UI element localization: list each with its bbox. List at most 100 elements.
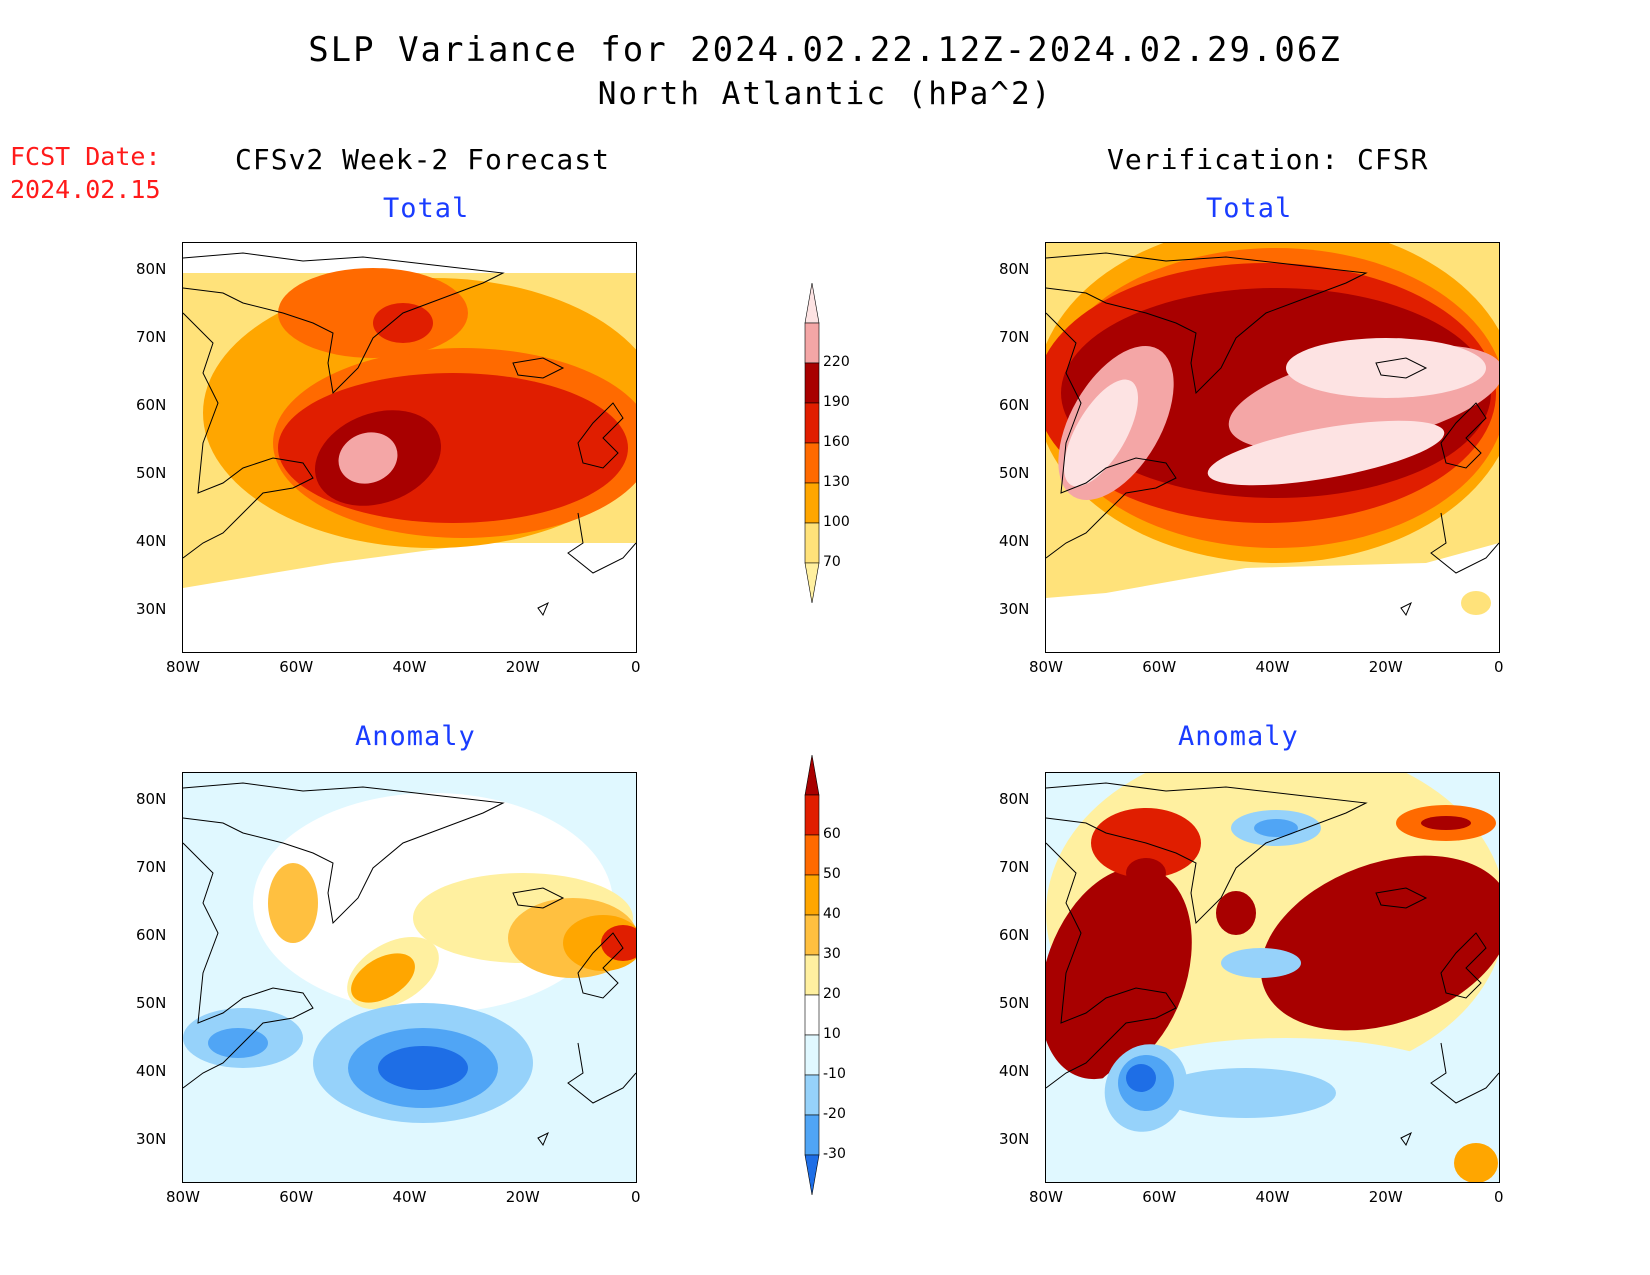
- lat-tick-label: 80N: [136, 260, 167, 278]
- lat-tick-label: 70N: [999, 328, 1030, 346]
- anomaly-colorbar-swatch: [804, 794, 820, 836]
- lat-tick-label: 60N: [999, 926, 1030, 944]
- anomaly-colorbar-swatch: [804, 914, 820, 956]
- fcst-date-block: FCST Date: 2024.02.15: [10, 140, 161, 206]
- lon-tick-label: 0: [631, 658, 641, 676]
- lon-tick-label: 80W: [1029, 1188, 1063, 1206]
- lat-tick-label: 80N: [136, 790, 167, 808]
- lat-tick-label: 60N: [999, 396, 1030, 414]
- anomaly-colorbar-level-label: -30: [823, 1146, 846, 1162]
- lat-tick-label: 70N: [136, 328, 167, 346]
- main-subtitle: North Atlantic (hPa^2): [597, 76, 1053, 112]
- lat-tick-label: 50N: [136, 994, 167, 1012]
- lon-tick-label: 20W: [505, 658, 540, 676]
- verification-anomaly-shading: [1046, 773, 1499, 1182]
- total-colorbar-swatch: [804, 402, 820, 444]
- forecast-anomaly-contour-7: [351, 953, 415, 1003]
- anomaly-colorbar: [804, 755, 820, 1196]
- lon-tick-label: 0: [1494, 658, 1504, 676]
- anomaly-colorbar-level-label: 40: [823, 906, 841, 922]
- verification-total-contour-8: [1207, 420, 1445, 486]
- lon-tick-label: 60W: [1142, 1188, 1177, 1206]
- total-colorbar-level-label: 100: [823, 514, 850, 530]
- lat-tick-label: 80N: [999, 790, 1030, 808]
- anomaly-colorbar-swatch: [804, 994, 820, 1036]
- fcst-date-label: FCST Date:: [10, 142, 161, 171]
- total-colorbar-level-label: 220: [823, 354, 850, 370]
- anomaly-colorbar-level-label: -20: [823, 1106, 846, 1122]
- forecast-anomaly-shading: [183, 773, 636, 1182]
- lon-tick-label: 20W: [505, 1188, 540, 1206]
- forecast-total-coastline: [183, 252, 636, 617]
- total-colorbar-swatch: [804, 442, 820, 484]
- lat-tick-label: 40N: [999, 1062, 1030, 1080]
- anomaly-colorbar-swatch: [804, 1034, 820, 1076]
- lon-tick-label: 60W: [279, 1188, 314, 1206]
- verification-anomaly-contour-17: [1454, 1143, 1498, 1182]
- map-verification-total: [1045, 242, 1500, 653]
- forecast-total-contour-5: [373, 303, 433, 343]
- forecast-column-header: CFSv2 Week-2 Forecast: [235, 143, 611, 176]
- verification-anomaly-contour-10: [1254, 819, 1298, 837]
- verification-total-contour-7: [1286, 338, 1486, 398]
- anomaly-colorbar-level-label: 50: [823, 866, 841, 882]
- lon-tick-label: 80W: [166, 1188, 200, 1206]
- verification-column-header: Verification: CFSR: [1107, 143, 1429, 176]
- lat-tick-label: 70N: [999, 858, 1030, 876]
- lat-tick-label: 30N: [136, 600, 167, 618]
- total-colorbar-swatch: [804, 482, 820, 524]
- lat-tick-label: 50N: [136, 464, 167, 482]
- total-colorbar-cap-top: [804, 283, 820, 324]
- total-colorbar-level-label: 160: [823, 434, 850, 450]
- anomaly-colorbar-swatch: [804, 874, 820, 916]
- lon-tick-label: 40W: [392, 1188, 427, 1206]
- forecast-anomaly-contour-11: [378, 1046, 468, 1090]
- anomaly-colorbar-swatch: [804, 1074, 820, 1116]
- forecast-total-shading: [183, 252, 636, 617]
- lon-tick-label: 20W: [1368, 658, 1403, 676]
- verification-anomaly-contour-8: [1421, 816, 1471, 830]
- lat-tick-label: 30N: [136, 1130, 167, 1148]
- anomaly-colorbar-cap-bottom: [804, 1154, 820, 1196]
- forecast-total-contour-7: [338, 432, 398, 484]
- verification-anomaly-contour-6: [1216, 891, 1256, 935]
- total-colorbar: [804, 283, 820, 604]
- map-verification-anomaly: [1045, 772, 1500, 1183]
- lon-tick-label: 40W: [1255, 1188, 1290, 1206]
- forecast-anomaly-coastline: [183, 782, 636, 1147]
- lat-tick-label: 40N: [136, 1062, 167, 1080]
- lon-tick-label: 80W: [166, 658, 200, 676]
- panel-title-verification-anomaly: Anomaly: [1178, 721, 1299, 752]
- lon-tick-label: 0: [631, 1188, 641, 1206]
- total-colorbar-swatch: [804, 522, 820, 564]
- lat-tick-label: 30N: [999, 600, 1030, 618]
- forecast-anomaly-contour-13: [208, 1028, 268, 1058]
- anomaly-colorbar-cap-top: [804, 755, 820, 796]
- total-colorbar-level-label: 130: [823, 474, 850, 490]
- lon-tick-label: 20W: [1368, 1188, 1403, 1206]
- lat-tick-label: 40N: [999, 532, 1030, 550]
- lat-tick-label: 80N: [999, 260, 1030, 278]
- panel-title-forecast-anomaly: Anomaly: [355, 721, 476, 752]
- total-colorbar-level-label: 70: [823, 554, 841, 570]
- lat-tick-label: 60N: [136, 396, 167, 414]
- main-title: SLP Variance for 2024.02.22.12Z-2024.02.…: [308, 30, 1342, 70]
- anomaly-colorbar-level-label: 60: [823, 826, 841, 842]
- lon-tick-label: 0: [1494, 1188, 1504, 1206]
- forecast-total-contour-3: [278, 268, 468, 358]
- verification-anomaly-contour-13: [1156, 1068, 1336, 1118]
- lat-tick-label: 60N: [136, 926, 167, 944]
- lon-tick-label: 60W: [1142, 658, 1177, 676]
- anomaly-colorbar-swatch: [804, 954, 820, 996]
- anomaly-colorbar-level-label: 10: [823, 1026, 841, 1042]
- verification-total-coastline: [1046, 252, 1499, 617]
- lat-tick-label: 50N: [999, 464, 1030, 482]
- fcst-date-value: 2024.02.15: [10, 175, 161, 204]
- map-forecast-total: [182, 242, 637, 653]
- total-colorbar-level-label: 190: [823, 394, 850, 410]
- lon-tick-label: 40W: [392, 658, 427, 676]
- verification-total-contour-9: [1064, 379, 1138, 487]
- anomaly-colorbar-swatch: [804, 1114, 820, 1156]
- anomaly-colorbar-level-label: 30: [823, 946, 841, 962]
- verification-anomaly-contour-2: [1260, 855, 1499, 1031]
